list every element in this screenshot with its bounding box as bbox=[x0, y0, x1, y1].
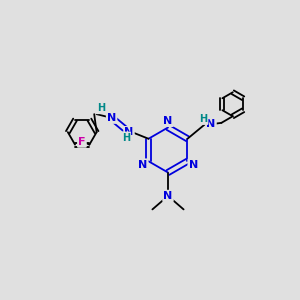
Text: N: N bbox=[189, 160, 198, 170]
Text: N: N bbox=[164, 116, 172, 126]
Text: N: N bbox=[164, 191, 172, 201]
Text: N: N bbox=[206, 119, 216, 129]
Text: N: N bbox=[138, 160, 147, 170]
Text: N: N bbox=[124, 127, 134, 137]
Text: H: H bbox=[199, 114, 207, 124]
Text: H: H bbox=[97, 103, 105, 113]
Text: F: F bbox=[78, 136, 86, 147]
Text: H: H bbox=[122, 133, 130, 142]
Text: N: N bbox=[107, 113, 116, 123]
